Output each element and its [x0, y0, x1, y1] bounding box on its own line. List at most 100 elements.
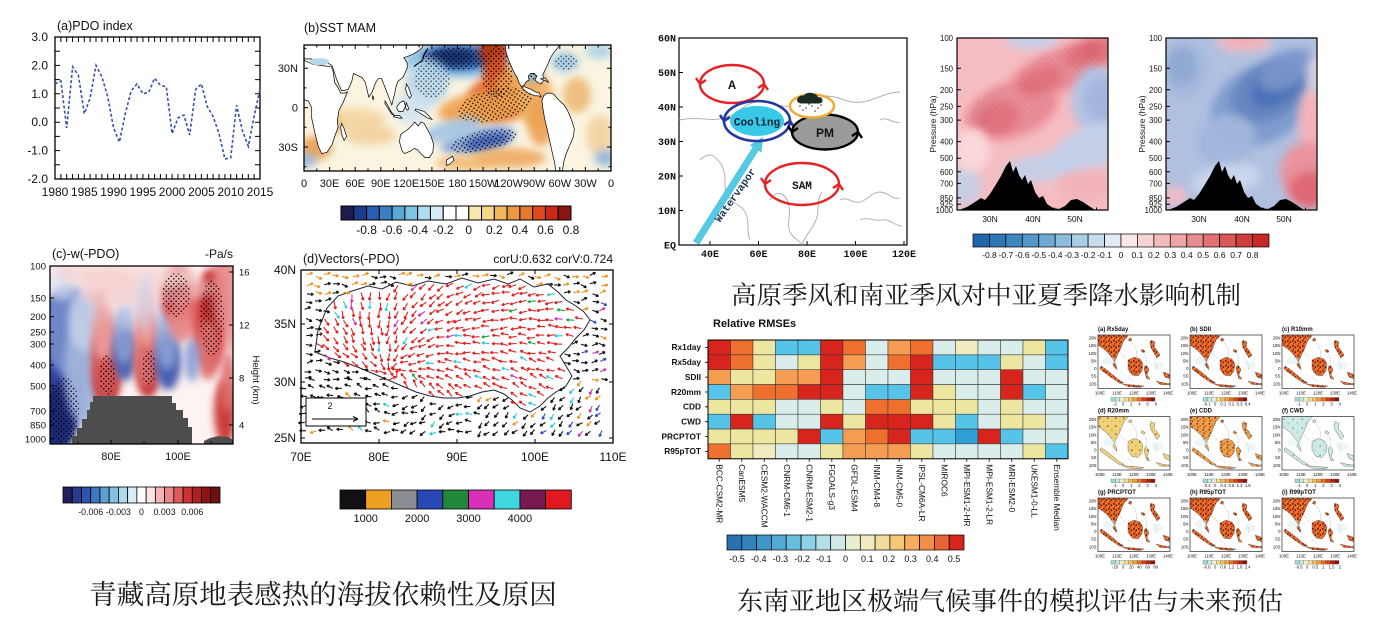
svg-text:6: 6 — [1146, 402, 1149, 407]
svg-text:SDII: SDII — [685, 372, 701, 382]
svg-text:10S: 10S — [1181, 381, 1189, 386]
svg-text:0.3: 0.3 — [1164, 250, 1176, 260]
svg-text:850: 850 — [1149, 194, 1163, 203]
svg-text:1990: 1990 — [100, 185, 127, 199]
svg-text:700: 700 — [30, 407, 46, 418]
svg-text:20N: 20N — [1273, 336, 1281, 341]
svg-text:corU:0.632 corV:0.724: corU:0.632 corV:0.724 — [493, 252, 613, 266]
svg-text:Height (km): Height (km) — [250, 355, 261, 404]
svg-text:-0.4: -0.4 — [1203, 483, 1211, 488]
svg-text:250: 250 — [940, 102, 954, 111]
svg-text:Rx5day: Rx5day — [671, 357, 701, 367]
svg-text:0.1: 0.1 — [1132, 250, 1144, 260]
svg-text:MPI-ESM1-2-LR: MPI-ESM1-2-LR — [984, 464, 994, 525]
svg-text:10N: 10N — [1181, 351, 1189, 356]
svg-text:-0.2: -0.2 — [794, 554, 810, 564]
svg-text:20N: 20N — [658, 173, 676, 184]
svg-text:0: 0 — [1278, 448, 1281, 453]
svg-text:15N: 15N — [1089, 506, 1097, 511]
svg-text:10S: 10S — [1181, 544, 1189, 549]
svg-text:BCC-CSM2-MR: BCC-CSM2-MR — [714, 464, 724, 523]
svg-text:110E: 110E — [599, 450, 626, 464]
svg-text:0: 0 — [1119, 250, 1124, 260]
svg-text:40N: 40N — [274, 263, 296, 277]
svg-text:5N: 5N — [1275, 521, 1281, 526]
svg-text:-0.3: -0.3 — [773, 554, 789, 564]
svg-text:3000: 3000 — [456, 513, 480, 525]
svg-text:120E: 120E — [1129, 391, 1139, 396]
svg-text:0: 0 — [1214, 402, 1217, 407]
svg-text:0.4: 0.4 — [1181, 250, 1193, 260]
svg-text:120E: 120E — [892, 250, 916, 261]
svg-text:INM-CM4-8: INM-CM4-8 — [872, 464, 882, 507]
svg-text:CDD: CDD — [683, 402, 701, 412]
svg-text:10N: 10N — [1273, 351, 1281, 356]
svg-text:5N: 5N — [1275, 358, 1281, 363]
svg-text:(b)SST MAM: (b)SST MAM — [304, 21, 376, 35]
svg-text:110E: 110E — [1204, 554, 1214, 559]
svg-text:140E: 140E — [1255, 554, 1265, 559]
svg-text:MRI-ESM2-0: MRI-ESM2-0 — [1007, 464, 1017, 512]
svg-text:-0.3: -0.3 — [1064, 250, 1079, 260]
svg-text:300: 300 — [940, 116, 954, 125]
svg-text:100E: 100E — [521, 450, 549, 464]
svg-text:80: 80 — [1153, 565, 1158, 570]
svg-text:15N: 15N — [1273, 506, 1281, 511]
svg-text:-0.6: -0.6 — [382, 223, 403, 237]
svg-text:10N: 10N — [1089, 351, 1097, 356]
svg-text:0.6: 0.6 — [1220, 565, 1226, 570]
svg-text:100E: 100E — [1279, 391, 1289, 396]
svg-text:-0.7: -0.7 — [999, 250, 1014, 260]
svg-text:150: 150 — [940, 64, 954, 73]
svg-text:(a)PDO index: (a)PDO index — [57, 19, 133, 33]
svg-text:MIROC6: MIROC6 — [939, 464, 949, 497]
svg-text:250: 250 — [1149, 102, 1163, 111]
svg-text:150: 150 — [1149, 64, 1163, 73]
svg-text:20N: 20N — [1273, 499, 1281, 504]
svg-text:600: 600 — [940, 168, 954, 177]
svg-text:2: 2 — [1322, 402, 1325, 407]
svg-text:0.4: 0.4 — [1220, 483, 1226, 488]
svg-text:120E: 120E — [1313, 472, 1323, 477]
svg-text:10N: 10N — [1089, 432, 1097, 437]
svg-text:-0.2: -0.2 — [433, 223, 454, 237]
svg-text:-0.1: -0.1 — [1203, 402, 1211, 407]
svg-text:5N: 5N — [1183, 358, 1189, 363]
svg-text:120E: 120E — [1221, 554, 1231, 559]
svg-text:5S: 5S — [1091, 537, 1096, 542]
svg-text:-0.1: -0.1 — [816, 554, 832, 564]
svg-text:150: 150 — [30, 294, 46, 305]
svg-text:500: 500 — [940, 154, 954, 163]
svg-text:15N: 15N — [1089, 343, 1097, 348]
svg-text:140E: 140E — [1347, 391, 1357, 396]
svg-text:30S: 30S — [278, 142, 298, 154]
svg-text:A: A — [728, 80, 736, 92]
svg-text:15N: 15N — [1089, 425, 1097, 430]
svg-text:-0.8: -0.8 — [982, 250, 997, 260]
svg-text:0: 0 — [1306, 402, 1309, 407]
svg-text:1000: 1000 — [936, 206, 954, 215]
svg-text:5S: 5S — [1275, 374, 1280, 379]
svg-text:CNRM-CM6-1: CNRM-CM6-1 — [782, 464, 792, 517]
svg-text:300: 300 — [30, 340, 46, 351]
svg-text:2000: 2000 — [159, 185, 186, 199]
svg-text:0.5: 0.5 — [1312, 565, 1318, 570]
svg-text:100: 100 — [1149, 34, 1163, 43]
svg-text:2: 2 — [1138, 483, 1141, 488]
svg-text:120E: 120E — [1313, 391, 1323, 396]
svg-text:130E: 130E — [1330, 391, 1340, 396]
svg-text:3: 3 — [1146, 483, 1149, 488]
svg-text:130E: 130E — [1238, 554, 1248, 559]
svg-text:4: 4 — [1155, 483, 1158, 488]
svg-text:110E: 110E — [1112, 391, 1122, 396]
svg-text:110E: 110E — [1296, 554, 1306, 559]
svg-text:0: 0 — [843, 554, 848, 564]
svg-text:0: 0 — [1306, 565, 1309, 570]
svg-text:140E: 140E — [1255, 391, 1265, 396]
svg-text:0.5: 0.5 — [1197, 250, 1209, 260]
svg-text:700: 700 — [1149, 179, 1163, 188]
svg-text:4: 4 — [239, 421, 244, 432]
svg-text:(f) CWD: (f) CWD — [1282, 409, 1305, 415]
svg-text:150W: 150W — [469, 178, 498, 190]
svg-text:60E: 60E — [749, 250, 767, 261]
